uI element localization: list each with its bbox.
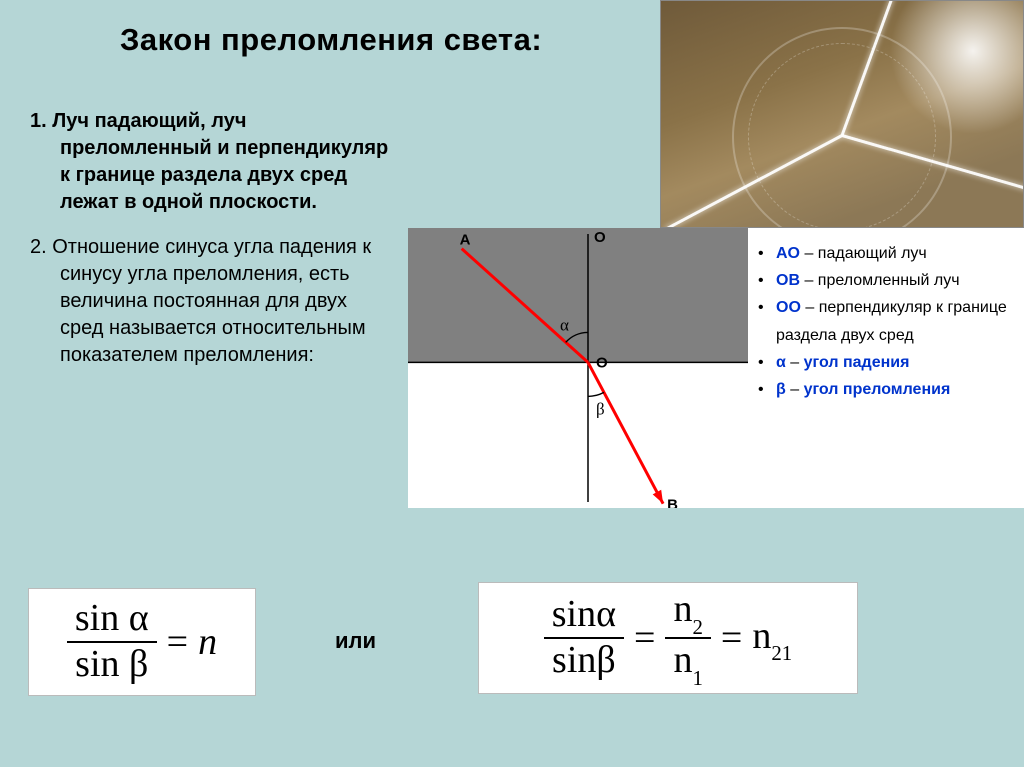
formula-2-expr: sinα sinβ = n2 n1 = n21	[479, 583, 857, 693]
svg-text:O: O	[594, 229, 606, 246]
svg-text:A: A	[460, 232, 471, 249]
law-item-1-text: Луч падающий, луч преломленный и перпенд…	[52, 110, 388, 213]
svg-text:B: B	[667, 497, 678, 508]
law-text: 1. Луч падающий, луч преломленный и перп…	[30, 108, 394, 387]
law-item-2-num: 2.	[30, 236, 47, 258]
formula-1: sin α sin β = n	[28, 588, 256, 696]
law-item-1-num: 1.	[30, 110, 47, 132]
denominator: sin β	[67, 643, 156, 687]
diagram-legend: AO – падающий лучOB – преломленный лучOO…	[758, 240, 1024, 403]
svg-text:α: α	[560, 315, 569, 334]
numerator: sinα	[544, 593, 624, 637]
legend-row: α – угол падения	[758, 349, 1024, 376]
formula-rhs: n21	[752, 614, 792, 663]
experiment-photo	[660, 0, 1024, 228]
legend-row: β – угол преломления	[758, 376, 1024, 403]
legend-row: OB – преломленный луч	[758, 267, 1024, 294]
fraction: sin α sin β	[67, 597, 157, 687]
numerator: n2	[665, 588, 710, 637]
law-item-2-text: Отношение синуса угла падения к синусу у…	[52, 236, 371, 366]
formula-rhs: n	[198, 620, 217, 664]
denominator: n1	[665, 639, 710, 688]
diagram-svg: A B O Oα β	[408, 228, 748, 508]
svg-text:O: O	[596, 354, 608, 371]
equals: =	[711, 616, 752, 660]
fraction: n2 n1	[665, 588, 710, 687]
equals: =	[157, 620, 198, 664]
numerator: sin α	[67, 597, 157, 641]
formula-1-expr: sin α sin β = n	[29, 589, 255, 695]
page-title: Закон преломления света:	[120, 22, 542, 58]
denominator: sinβ	[544, 639, 624, 683]
svg-text:β: β	[596, 399, 605, 418]
fraction: sinα sinβ	[544, 593, 624, 683]
law-item-1: 1. Луч падающий, луч преломленный и перп…	[30, 108, 394, 216]
formula-2: sinα sinβ = n2 n1 = n21	[478, 582, 858, 694]
legend-row: AO – падающий луч	[758, 240, 1024, 267]
law-item-2: 2. Отношение синуса угла падения к синус…	[30, 234, 394, 369]
refraction-diagram: A B O Oα β AO – падающий лучOB – преломленны…	[408, 228, 1024, 508]
or-label: или	[335, 628, 376, 654]
legend-row: OO – перпендикуляр к границе раздела дву…	[758, 294, 1024, 348]
equals: =	[624, 616, 665, 660]
